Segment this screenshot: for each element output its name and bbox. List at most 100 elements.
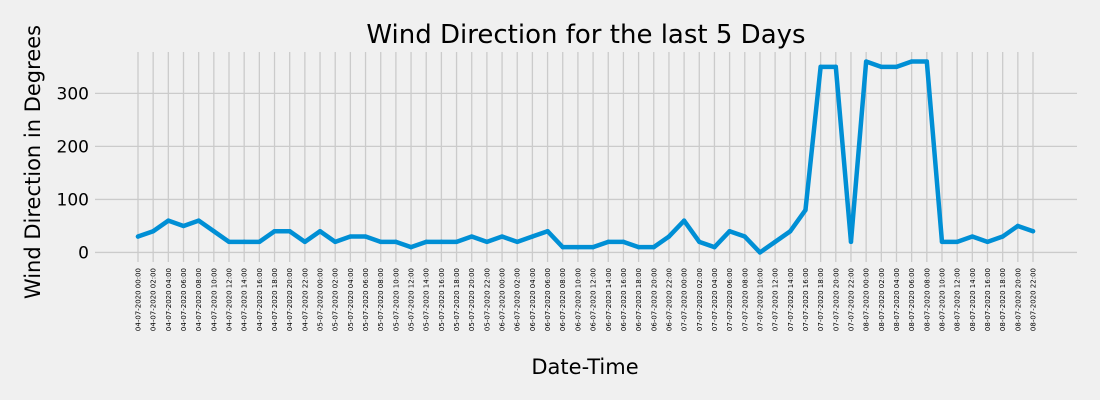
x-tick-label: 08-07-2020 02:00 <box>878 268 886 331</box>
x-tick-label: 06-07-2020 10:00 <box>574 268 582 331</box>
y-tick-label: 0 <box>78 243 89 263</box>
data-point <box>408 244 414 250</box>
data-point <box>241 239 247 245</box>
x-tick-label: 05-07-2020 14:00 <box>423 268 431 331</box>
x-tick-label: 06-07-2020 20:00 <box>650 268 658 331</box>
data-point <box>575 244 581 250</box>
data-point <box>1030 229 1036 234</box>
y-tick-label: 200 <box>57 137 89 157</box>
data-point <box>818 64 823 70</box>
x-tick-label: 08-07-2020 04:00 <box>893 268 901 331</box>
data-point <box>621 239 626 245</box>
data-point <box>954 239 960 245</box>
x-tick-label: 07-07-2020 06:00 <box>726 268 734 331</box>
data-point <box>378 239 383 245</box>
data-point <box>924 59 930 64</box>
y-tick-label: 300 <box>57 84 89 104</box>
data-point <box>848 239 854 245</box>
data-point <box>166 218 171 223</box>
x-tick-labels: 04-07-2020 00:00 04-07-2020 02:00 04-07-20… <box>135 268 1038 331</box>
x-tick-label: 07-07-2020 18:00 <box>817 268 825 331</box>
data-point <box>150 229 156 234</box>
series-line <box>135 59 1036 255</box>
data-point <box>515 239 520 245</box>
x-tick-label: 08-07-2020 16:00 <box>984 268 992 331</box>
data-point <box>833 64 838 70</box>
x-tick-label: 08-07-2020 08:00 <box>923 268 931 331</box>
chart-title: Wind Direction for the last 5 Days <box>366 20 805 50</box>
data-point <box>909 59 914 64</box>
data-point <box>590 244 596 250</box>
data-point <box>651 244 656 250</box>
x-tick-label: 04-07-2020 14:00 <box>241 268 249 331</box>
data-point <box>666 234 672 239</box>
x-tick-label: 08-07-2020 22:00 <box>1030 268 1038 331</box>
data-point <box>1015 223 1021 229</box>
x-tick-label: 04-07-2020 22:00 <box>301 268 309 331</box>
data-point <box>606 239 611 245</box>
grid <box>95 52 1077 262</box>
data-point <box>211 229 217 234</box>
x-tick-label: 06-07-2020 02:00 <box>514 268 522 331</box>
data-point <box>636 244 641 250</box>
data-point <box>484 239 490 245</box>
data-point <box>135 234 141 239</box>
x-tick-label: 08-07-2020 14:00 <box>969 268 977 331</box>
x-tick-label: 05-07-2020 06:00 <box>362 268 370 331</box>
data-point <box>772 239 778 245</box>
x-tick-label: 07-07-2020 20:00 <box>832 268 840 331</box>
x-tick-label: 07-07-2020 12:00 <box>772 268 780 331</box>
data-point <box>393 239 399 245</box>
data-point <box>681 218 687 223</box>
data-point <box>697 239 702 245</box>
x-tick-label: 05-07-2020 04:00 <box>347 268 355 331</box>
x-tick-label: 07-07-2020 14:00 <box>787 268 795 331</box>
x-tick-label: 07-07-2020 22:00 <box>847 268 855 331</box>
data-point <box>317 229 323 234</box>
x-tick-label: 06-07-2020 08:00 <box>559 268 567 331</box>
data-point <box>454 239 459 245</box>
x-tick-label: 04-07-2020 06:00 <box>180 268 188 331</box>
x-tick-label: 05-07-2020 00:00 <box>317 268 325 331</box>
data-point <box>226 239 232 245</box>
x-tick-label: 06-07-2020 12:00 <box>590 268 598 331</box>
data-point <box>788 229 793 234</box>
x-axis-label: Date-Time <box>531 355 638 379</box>
data-point <box>712 244 717 250</box>
data-point <box>863 59 869 64</box>
x-tick-label: 06-07-2020 22:00 <box>665 268 673 331</box>
data-point <box>545 229 550 234</box>
data-point <box>742 234 747 239</box>
x-tick-label: 05-07-2020 08:00 <box>377 268 385 331</box>
x-tick-label: 04-07-2020 04:00 <box>165 268 173 331</box>
x-tick-label: 07-07-2020 10:00 <box>756 268 764 331</box>
x-tick-label: 08-07-2020 10:00 <box>938 268 946 331</box>
x-tick-label: 08-07-2020 12:00 <box>954 268 962 331</box>
data-point <box>302 239 308 245</box>
x-tick-label: 04-07-2020 20:00 <box>286 268 294 331</box>
data-point <box>727 229 732 234</box>
data-point <box>803 207 808 213</box>
data-point <box>560 244 565 250</box>
series-layer <box>135 59 1036 255</box>
x-tick-label: 04-07-2020 02:00 <box>150 268 158 331</box>
data-point <box>196 218 201 223</box>
x-tick-label: 06-07-2020 00:00 <box>499 268 507 331</box>
data-point <box>424 239 429 245</box>
y-tick-labels: 0 100 200 300 <box>57 84 89 263</box>
data-point <box>970 234 975 239</box>
x-tick-label: 05-07-2020 16:00 <box>438 268 446 331</box>
x-tick-label: 06-07-2020 06:00 <box>544 268 552 331</box>
x-tick-label: 05-07-2020 22:00 <box>483 268 491 331</box>
x-tick-label: 04-07-2020 16:00 <box>256 268 264 331</box>
data-point <box>939 239 945 245</box>
x-tick-label: 04-07-2020 12:00 <box>226 268 234 331</box>
data-point <box>894 64 899 70</box>
x-tick-label: 05-07-2020 20:00 <box>468 268 476 331</box>
data-point <box>287 229 292 234</box>
x-tick-label: 06-07-2020 16:00 <box>620 268 628 331</box>
data-point <box>272 229 277 234</box>
data-point <box>879 64 884 70</box>
x-tick-label: 07-07-2020 02:00 <box>696 268 704 331</box>
